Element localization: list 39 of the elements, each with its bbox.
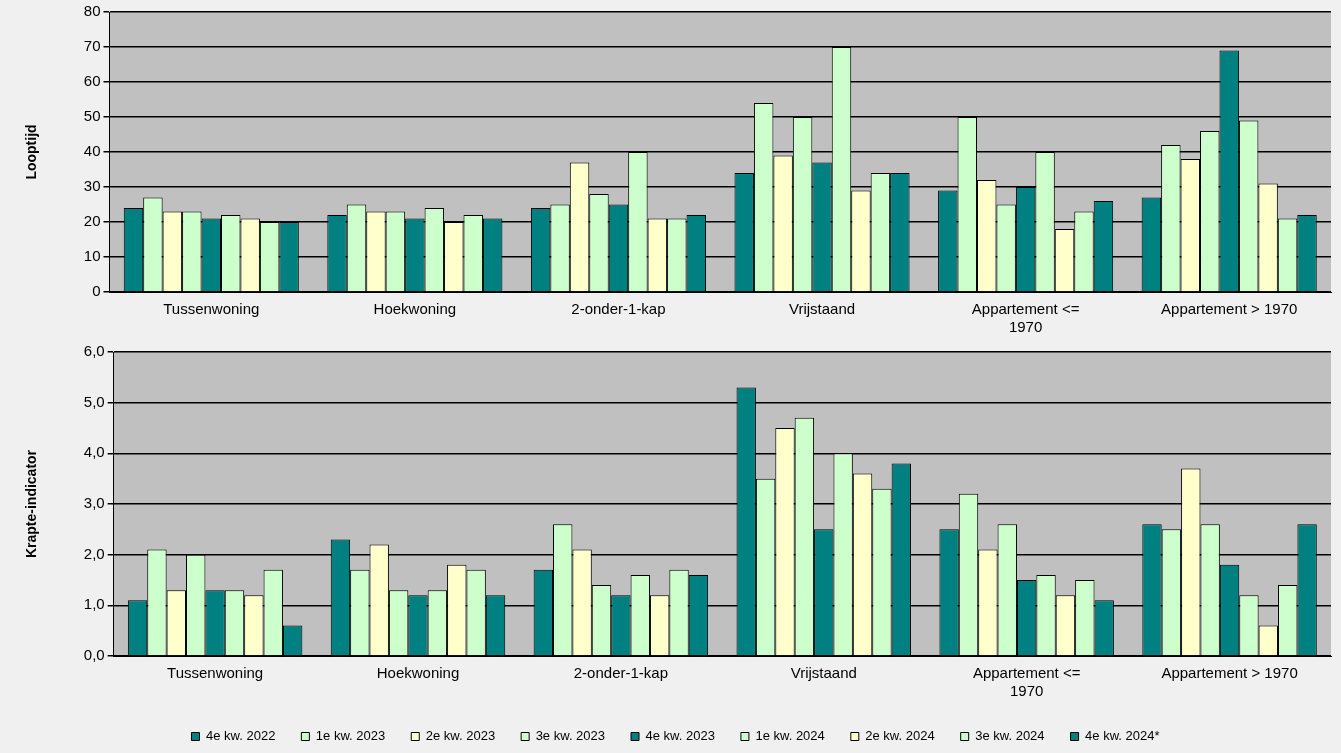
y-tick-label: 2,0 [83,544,105,562]
y-tick-label: 6,0 [83,342,105,360]
legend-label: 2e kw. 2023 [425,728,496,744]
y-tick-label: 0 [92,282,101,300]
y-tick-label: 20 [83,212,101,230]
y-tick-label: 50 [83,107,101,125]
y-axis-title: Looptijd [23,124,40,180]
x-tick-label: 2-onder-1-kap [571,300,666,318]
x-tick-label: Hoekwoning [373,300,457,318]
x-tick-label: Appartement <= 1970 [971,300,1080,336]
legend-label: 3e kw. 2023 [535,728,606,744]
x-tick-label: Appartement <= 1970 [972,664,1081,700]
x-tick-label: Appartement > 1970 [1161,300,1298,318]
y-tick-label: 1,0 [83,595,105,613]
x-tick-label: Appartement > 1970 [1161,664,1298,682]
y-tick-label: 10 [83,247,101,265]
y-tick-label: 70 [83,37,101,55]
legend-label: 1e kw. 2023 [315,728,386,744]
legend-label: 2e kw. 2024 [865,728,935,744]
y-tick-label: 0,0 [83,646,105,664]
y-tick-label: 60 [83,72,101,90]
x-tick-label: 2-onder-1-kap [573,664,668,682]
y-tick-label: 80 [83,2,101,20]
y-tick-label: 3,0 [83,494,105,512]
y-tick-label: 5,0 [83,392,105,410]
legend-label: 1e kw. 2024 [755,728,825,744]
x-tick-label: Vrijstaand [788,300,856,318]
y-tick-label: 4,0 [83,443,105,461]
x-tick-label: Hoekwoning [376,664,460,682]
x-tick-label: Tussenwoning [163,300,260,318]
x-tick-label: Vrijstaand [790,664,857,682]
legend-label: 4e kw. 2024* [1085,728,1160,744]
x-tick-label: Tussenwoning [167,664,264,682]
legend-label: 4e kw. 2023 [645,728,715,744]
legend-label: 4e kw. 2022 [205,728,276,744]
y-tick-label: 30 [83,177,101,195]
y-tick-label: 40 [83,142,101,160]
legend-label: 3e kw. 2024 [975,728,1045,744]
y-axis-title: Krapte-indicator [23,449,40,559]
